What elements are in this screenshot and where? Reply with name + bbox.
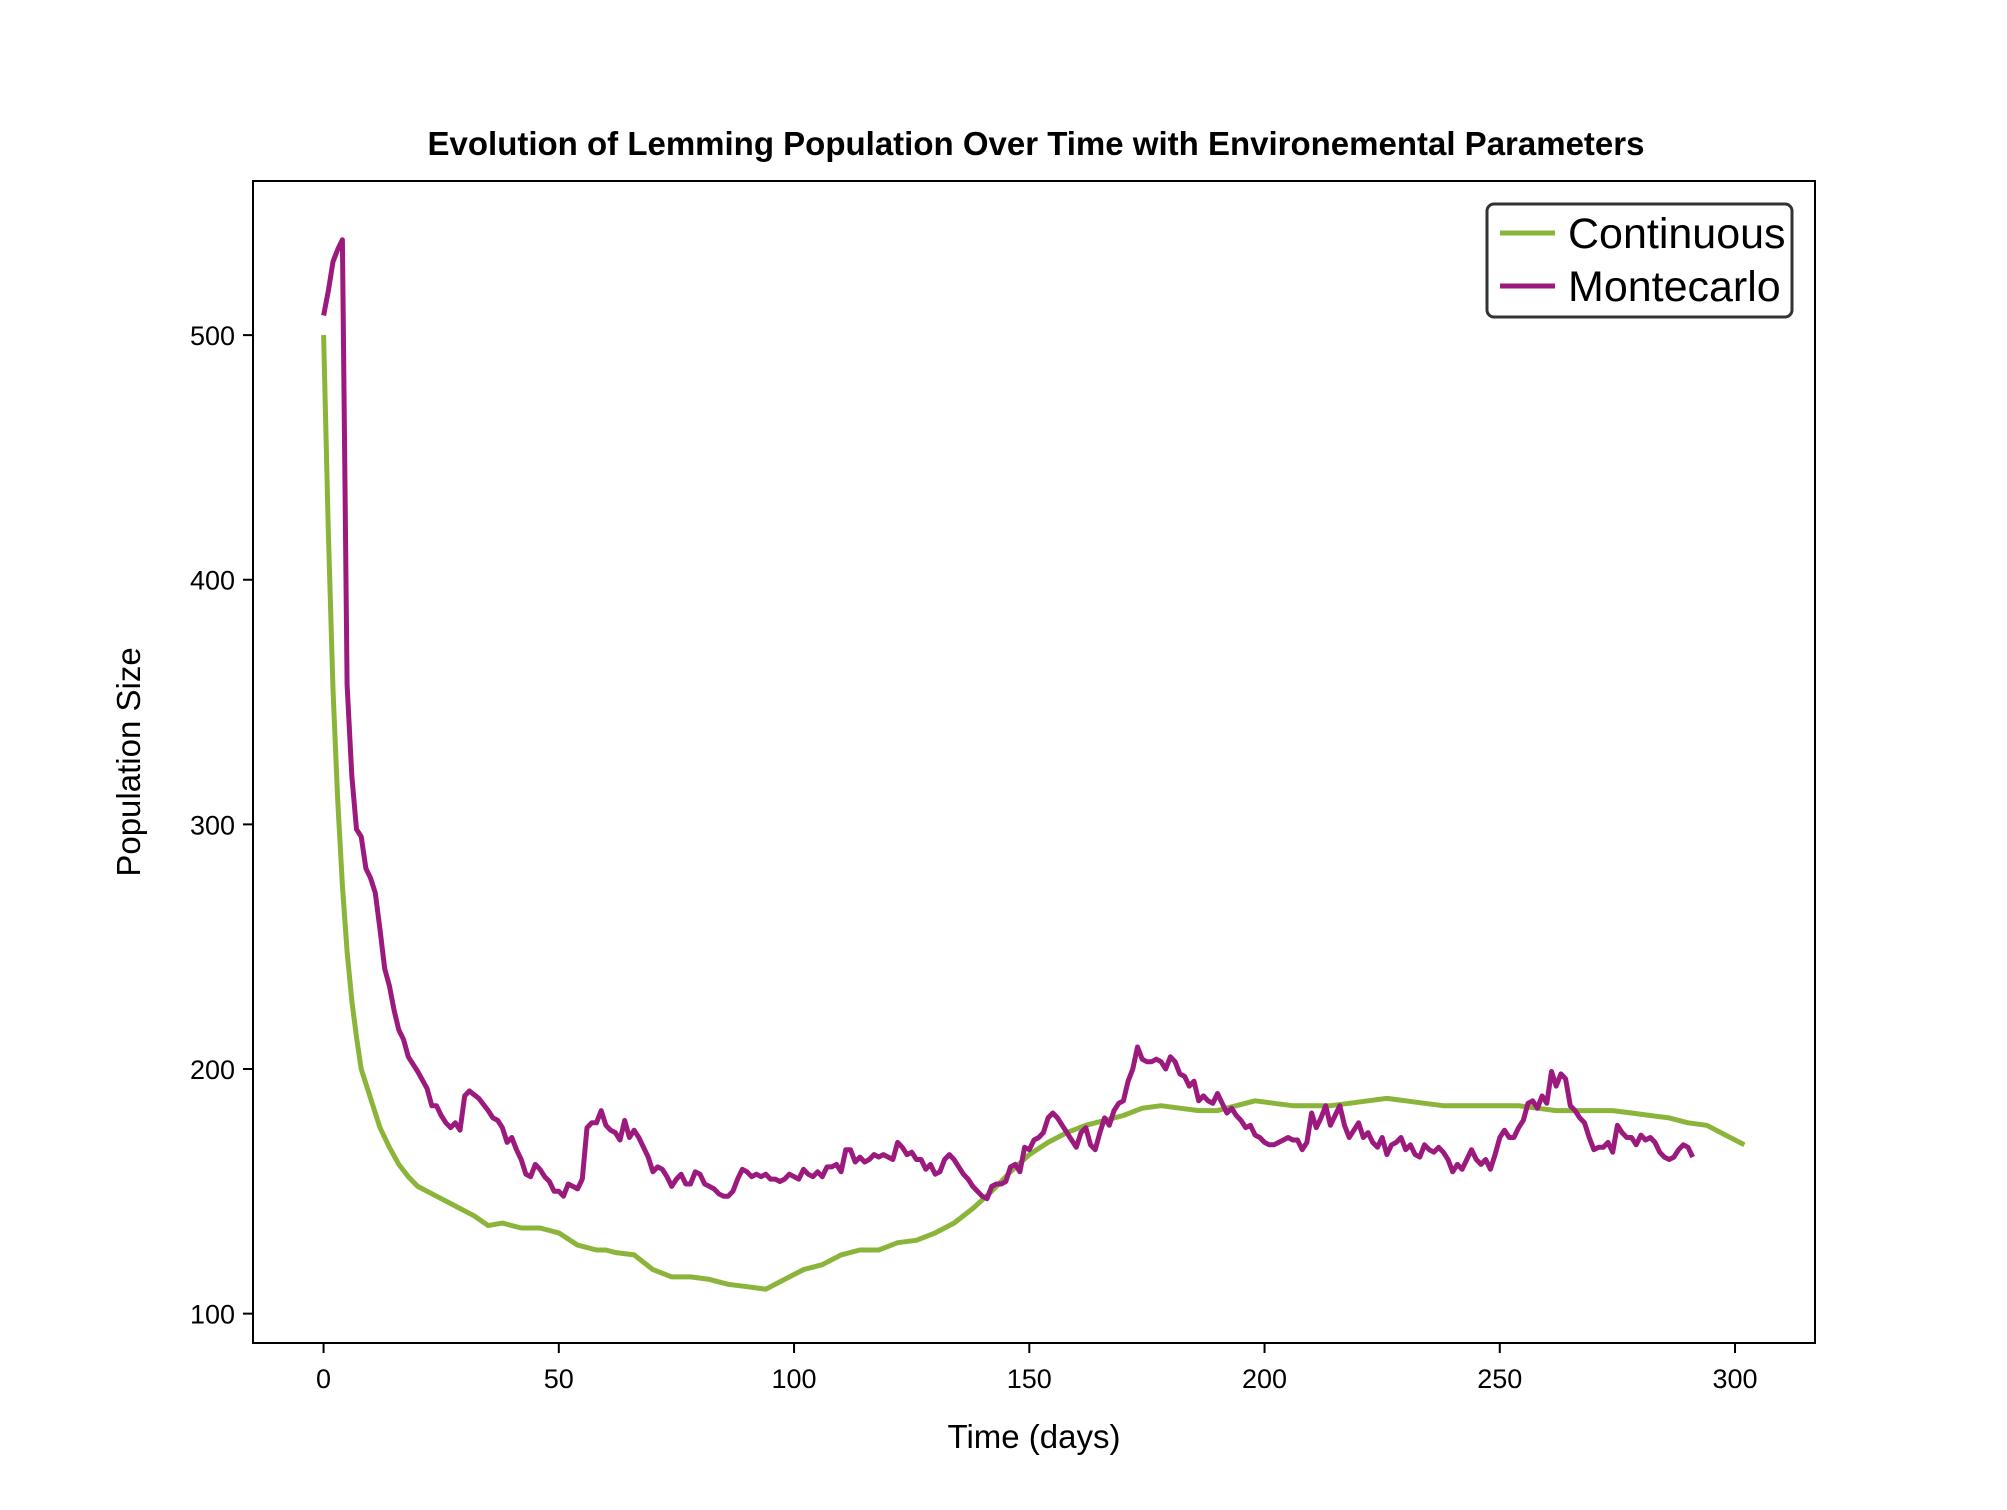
y-tick-label: 200 [190,1055,235,1085]
x-tick-label: 300 [1712,1364,1757,1394]
y-axis-label: Population Size [110,647,147,876]
x-tick-label: 100 [772,1364,817,1394]
y-tick-label: 400 [190,566,235,596]
x-tick-label: 200 [1242,1364,1287,1394]
y-tick-label: 100 [190,1300,235,1330]
x-axis-ticks: 0 50 100 150 200 250 300 [316,1343,1758,1394]
x-tick-label: 150 [1007,1364,1052,1394]
series-line-continuous [321,335,1746,1292]
series-lines [321,237,1746,1292]
x-tick-label: 50 [544,1364,574,1394]
plot-frame [252,180,1816,1344]
y-axis-ticks: 100 200 300 400 500 [190,321,253,1330]
x-tick-label: 250 [1477,1364,1522,1394]
series-line-montecarlo [321,237,1695,1202]
chart-title: Evolution of Lemming Population Over Tim… [428,125,1645,162]
legend-label-continuous: Continuous [1568,210,1786,258]
legend-label-montecarlo: Montecarlo [1568,263,1781,311]
x-tick-label: 0 [316,1364,331,1394]
y-tick-label: 300 [190,810,235,840]
legend-box [1485,202,1794,319]
legend: Continuous Montecarlo [1485,202,1794,319]
x-axis-label: Time (days) [948,1418,1121,1455]
y-tick-label: 500 [190,321,235,351]
